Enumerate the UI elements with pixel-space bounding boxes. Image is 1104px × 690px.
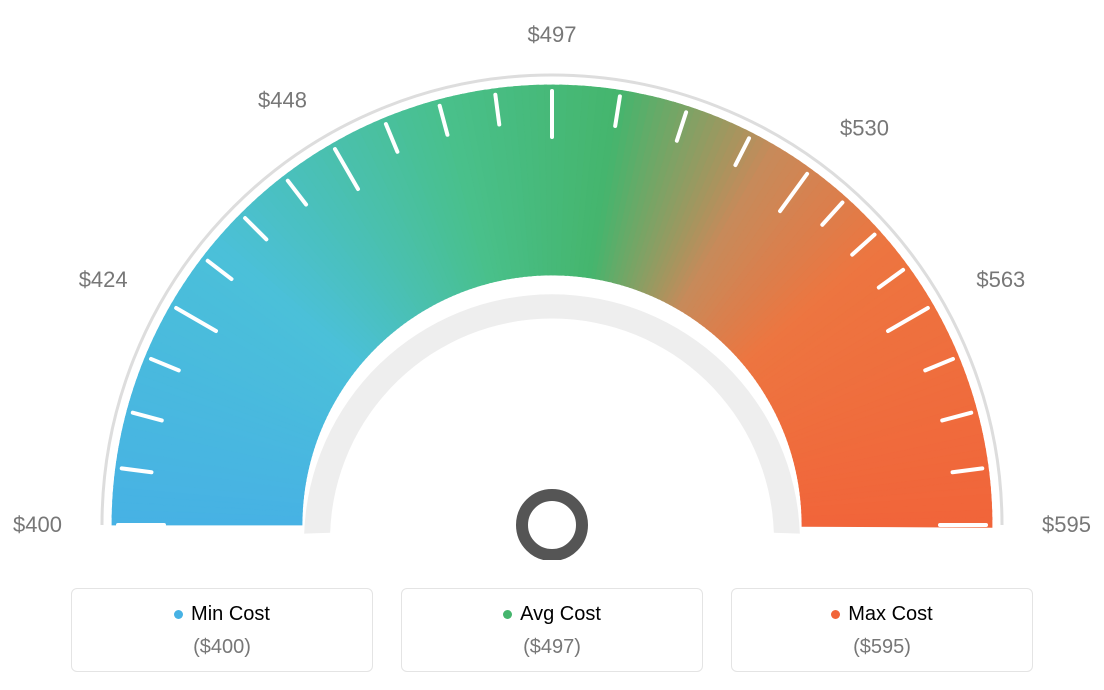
cost-gauge-chart: $400 $424 $448 $497 $530 $563 $595 Min Cost ($… (0, 0, 1104, 690)
gauge-area: $400 $424 $448 $497 $530 $563 $595 (0, 0, 1104, 560)
gauge-svg: $400 $424 $448 $497 $530 $563 $595 (0, 0, 1104, 560)
legend-dot-max (831, 610, 840, 619)
gauge-tick-label: $530 (840, 116, 889, 141)
gauge-tick-label: $497 (528, 22, 577, 47)
legend-title-min: Min Cost (174, 603, 270, 626)
legend-title-max: Max Cost (831, 603, 932, 626)
gauge-tick-label: $400 (13, 512, 62, 537)
legend-dot-avg (503, 610, 512, 619)
gauge-tick-label: $563 (976, 267, 1025, 292)
legend-title-avg: Avg Cost (503, 603, 601, 626)
gauge-tick-label: $595 (1042, 512, 1091, 537)
legend-card-max: Max Cost ($595) (731, 588, 1033, 672)
legend-value-avg: ($497) (402, 636, 702, 659)
legend-row: Min Cost ($400) Avg Cost ($497) Max Cost… (0, 588, 1104, 672)
legend-label-max: Max Cost (848, 603, 932, 626)
legend-card-min: Min Cost ($400) (71, 588, 373, 672)
gauge-tick-label: $448 (258, 88, 307, 113)
legend-value-max: ($595) (732, 636, 1032, 659)
gauge-tick-label: $424 (79, 267, 128, 292)
legend-value-min: ($400) (72, 636, 372, 659)
legend-label-min: Min Cost (191, 603, 270, 626)
legend-dot-min (174, 610, 183, 619)
legend-label-avg: Avg Cost (520, 603, 601, 626)
legend-card-avg: Avg Cost ($497) (401, 588, 703, 672)
